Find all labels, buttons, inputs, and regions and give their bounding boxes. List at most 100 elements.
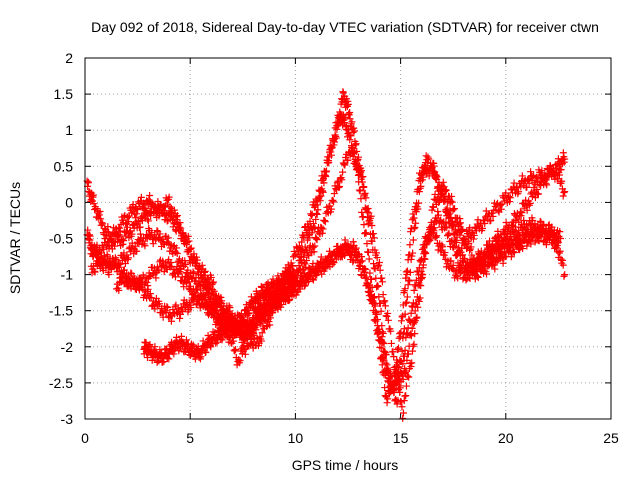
data-point: [498, 251, 506, 259]
data-point: [178, 230, 186, 238]
data-point: [414, 185, 422, 193]
data-point: [378, 344, 386, 352]
data-point: [321, 217, 329, 225]
data-point: [558, 256, 566, 264]
data-point: [507, 253, 515, 261]
data-point: [560, 272, 568, 280]
data-point: [305, 225, 313, 233]
data-point: [349, 238, 357, 246]
data-point: [159, 206, 167, 214]
data-point: [90, 267, 98, 275]
data-point: [152, 274, 160, 282]
data-point: [385, 375, 393, 383]
data-point: [141, 242, 149, 250]
data-point: [312, 272, 320, 280]
data-point: [326, 202, 334, 210]
data-point: [398, 317, 406, 325]
data-point: [410, 214, 418, 222]
data-point: [195, 264, 203, 272]
data-point: [411, 223, 419, 231]
data-point: [360, 190, 368, 198]
data-point: [128, 230, 136, 238]
data-point: [398, 403, 406, 411]
data-point: [352, 246, 360, 254]
data-point: [357, 271, 365, 279]
data-point: [505, 192, 513, 200]
data-point: [364, 280, 372, 288]
data-point: [447, 197, 455, 205]
data-point: [208, 301, 216, 309]
data-point: [381, 297, 389, 305]
data-point: [309, 275, 317, 283]
data-point: [378, 361, 386, 369]
data-point: [360, 221, 368, 229]
data-point: [521, 177, 529, 185]
data-point: [489, 212, 497, 220]
data-point: [405, 373, 413, 381]
data-point: [338, 176, 346, 184]
data-point: [405, 342, 413, 350]
data-point: [187, 244, 195, 252]
data-point: [336, 174, 344, 182]
data-point: [404, 256, 412, 264]
data-point: [197, 353, 205, 361]
data-point: [341, 236, 349, 244]
data-point: [267, 306, 275, 314]
data-point: [226, 304, 234, 312]
data-point: [407, 332, 415, 340]
data-point: [323, 167, 331, 175]
data-point: [356, 165, 364, 173]
data-point: [250, 305, 258, 313]
data-point: [138, 280, 146, 288]
data-point: [398, 313, 406, 321]
x-tick-label: 25: [603, 430, 619, 446]
data-point: [131, 242, 139, 250]
data-point: [178, 306, 186, 314]
data-point: [313, 201, 321, 209]
data-point: [302, 263, 310, 271]
data-point: [125, 218, 133, 226]
data-point: [309, 243, 317, 251]
data-point: [183, 274, 191, 282]
data-point: [193, 253, 201, 261]
data-point: [330, 198, 338, 206]
data-point: [230, 346, 238, 354]
data-point: [396, 330, 404, 338]
data-point: [129, 201, 137, 209]
data-point: [257, 337, 265, 345]
data-point: [374, 282, 382, 290]
data-point: [556, 228, 564, 236]
data-point: [442, 186, 450, 194]
data-point: [249, 322, 257, 330]
data-point: [413, 293, 421, 301]
data-point: [448, 192, 456, 200]
data-point: [348, 118, 356, 126]
data-point: [142, 231, 150, 239]
data-point: [99, 220, 107, 228]
data-point: [316, 187, 324, 195]
data-point: [331, 131, 339, 139]
x-tick-label: 15: [393, 430, 409, 446]
data-point: [245, 309, 253, 317]
data-point: [128, 239, 136, 247]
data-point: [447, 257, 455, 265]
y-tick-label: -2: [61, 339, 74, 355]
data-point: [431, 168, 439, 176]
data-point: [176, 255, 184, 263]
data-point: [373, 254, 381, 262]
data-point: [310, 248, 318, 256]
data-point: [394, 397, 402, 405]
data-point: [185, 237, 193, 245]
data-point: [407, 309, 415, 317]
data-point: [174, 305, 182, 313]
data-point: [351, 148, 359, 156]
data-point: [410, 340, 418, 348]
data-point: [406, 359, 414, 367]
data-point: [339, 89, 347, 97]
data-point: [183, 279, 191, 287]
data-point: [115, 231, 123, 239]
y-axis-label: SDTVAR / TECUs: [7, 182, 23, 294]
data-point: [459, 225, 467, 233]
data-point: [398, 347, 406, 355]
data-point: [380, 298, 388, 306]
